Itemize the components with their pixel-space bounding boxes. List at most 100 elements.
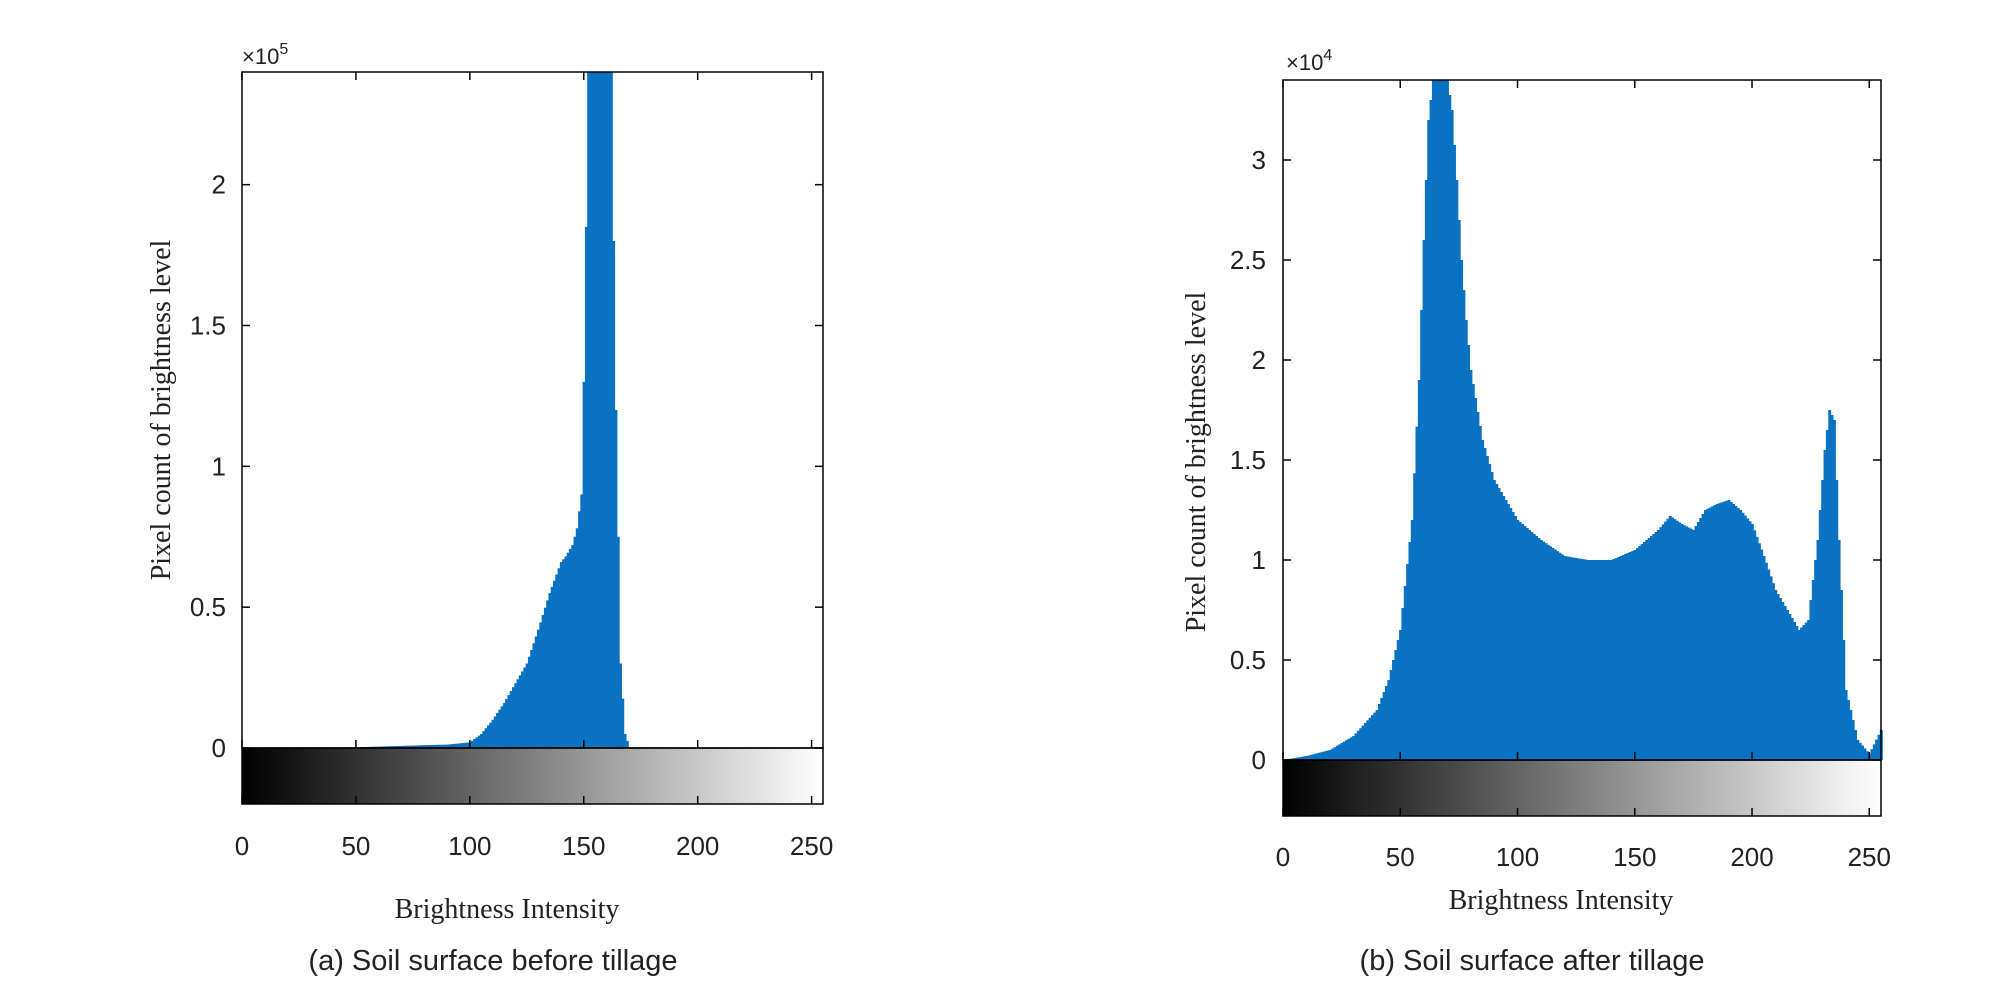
panel-b-histogram-bar [1837, 540, 1841, 760]
panel-b-histogram-bar [1692, 530, 1696, 760]
panel-a-histogram-bar [386, 746, 390, 748]
panel-a-histogram-bar [432, 744, 436, 748]
panel-b-histogram-bar [1328, 750, 1332, 760]
panel-b-histogram-bar [1413, 473, 1417, 760]
panel-b-histogram-bar [1403, 586, 1407, 760]
panel-b-histogram-bar [1771, 583, 1775, 760]
panel-b-caption: (b) Soil surface after tillage [1360, 945, 1705, 977]
panel-a-y-tick-label: 0.5 [190, 592, 226, 622]
panel-b-histogram-bar [1300, 756, 1304, 760]
panel-b-histogram-bar [1872, 744, 1876, 760]
panel-b-histogram-bar [1511, 512, 1515, 760]
panel-b-histogram-bar [1659, 527, 1663, 760]
panel-b-histogram-bar [1312, 754, 1316, 760]
panel-b-histogram-bar [1453, 145, 1456, 760]
panel-b-histogram-bar [1429, 100, 1433, 760]
panel-a-histogram-bar [527, 656, 531, 748]
panel-b-histogram-bar [1298, 757, 1302, 760]
panel-a-histogram-bar [482, 731, 486, 748]
panel-b-histogram-bar [1861, 745, 1865, 760]
panel-b-histogram-bar [1753, 530, 1757, 760]
panel-b-histogram-bar [1471, 384, 1475, 760]
panel-b-histogram-bar [1567, 556, 1571, 760]
panel-a-histogram-bar [493, 716, 497, 748]
panel-b-histogram-bar [1870, 749, 1874, 760]
panel-a-colorbar [241, 747, 824, 805]
panel-b-histogram-bar [1830, 415, 1834, 760]
panel-b-histogram-bar [1476, 412, 1480, 760]
panel-b-histogram-bar [1462, 290, 1466, 760]
panel-b-histogram-bar [1356, 730, 1360, 760]
panel-b-histogram-bar [1380, 698, 1384, 760]
panel-b-histogram-bar [1478, 426, 1482, 760]
panel-b-histogram-bar [1687, 527, 1691, 760]
panel-a-histogram-bar [612, 241, 616, 748]
panel-b-histogram-bar [1635, 548, 1639, 760]
panel-b-histogram-bar [1678, 522, 1682, 760]
panel-a-y-tick-label: 2 [212, 170, 226, 200]
panel-b-histogram-bar [1849, 710, 1853, 760]
panel-b-histogram-bar [1359, 728, 1363, 760]
panel-b-histogram-bar [1553, 549, 1557, 760]
panel-b-histogram-bar [1652, 534, 1656, 760]
panel-b-histogram-bar [1638, 546, 1642, 760]
panel-b-histogram-bar [1509, 508, 1513, 760]
panel-b-histogram-bar [1811, 580, 1815, 760]
panel-a-ticks: 0 50 100 150 200 250 0 0.5 1 1.5 2 [190, 72, 833, 861]
panel-b-histogram-bar [1842, 640, 1846, 760]
panel-b-x-tick-label: 250 [1848, 842, 1891, 872]
panel-b-histogram-bar [1877, 734, 1881, 760]
panel-a-histogram-bar [557, 568, 561, 748]
panel-b-histogram-bar [1591, 560, 1595, 760]
panel-b-histogram-bar [1345, 740, 1349, 760]
panel-a-histogram-bar [418, 745, 422, 748]
panel-b-histogram-bar [1497, 488, 1501, 760]
panel-a-caption: (a) Soil surface before tillage [308, 945, 677, 977]
panel-b-exponent-base: ×10 [1286, 50, 1323, 75]
panel-a-histogram-bar [598, 72, 602, 748]
panel-b-histogram-bar [1640, 544, 1644, 760]
panel-a-histogram-bar [439, 744, 442, 748]
panel-b-histogram-bar [1685, 526, 1689, 760]
panel-a-histogram-bar [555, 574, 559, 748]
panel-b-histogram-bar [1366, 720, 1370, 760]
panel-b-y-tick-label: 0.5 [1230, 645, 1266, 675]
panel-b-histogram-bar [1760, 549, 1764, 760]
panel-b-histogram-bar [1746, 518, 1750, 760]
panel-b-histogram-bar [1424, 180, 1428, 760]
panel-b-histogram-bar [1474, 398, 1478, 760]
panel-b-histogram-bar [1854, 730, 1857, 760]
panel-a-histogram-bar [445, 744, 449, 748]
panel-b-histogram-bar [1776, 594, 1780, 760]
panel-b-histogram-bar [1410, 520, 1414, 760]
panel-b-plot-frame [1282, 79, 1882, 761]
panel-b-histogram-bar [1821, 480, 1825, 760]
panel-b-histogram-bar [1718, 503, 1721, 760]
panel-b-histogram-bar [1582, 559, 1585, 760]
panel-a-histogram-bar [582, 381, 586, 748]
panel-a-histogram-bar [625, 740, 629, 748]
panel-a-histogram-bar [500, 706, 504, 748]
panel-b-histogram-bar [1516, 520, 1520, 760]
panel-b-histogram-bar [1605, 560, 1609, 760]
panel-a-x-tick-label: 0 [235, 831, 249, 861]
panel-b-histogram-bar [1445, 80, 1449, 760]
panel-b-x-tick-label: 200 [1730, 842, 1773, 872]
panel-b-histogram-bar [1396, 640, 1400, 760]
panel-b-histogram-bar [1499, 492, 1503, 760]
panel-b-histogram-bar [1354, 733, 1358, 760]
panel-a-y-tick-label: 1.5 [190, 311, 226, 341]
panel-b-histogram-bar [1549, 546, 1553, 760]
panel-b-y-tick-label: 1 [1252, 545, 1266, 575]
panel-b-histogram-bar [1333, 747, 1337, 760]
panel-a-histogram-bar [477, 735, 481, 748]
panel-b-histogram-bar [1865, 751, 1869, 760]
panel-a-histogram-bar [537, 629, 540, 748]
panel-b-histogram-bar [1295, 757, 1299, 760]
panel-b-histogram-bar [1762, 556, 1766, 760]
panel-a-x-tick-label: 150 [562, 831, 605, 861]
panel-b-histogram-bar [1528, 530, 1532, 760]
panel-b-histogram-bar [1722, 501, 1726, 760]
panel-a-histogram-bar [491, 719, 495, 748]
